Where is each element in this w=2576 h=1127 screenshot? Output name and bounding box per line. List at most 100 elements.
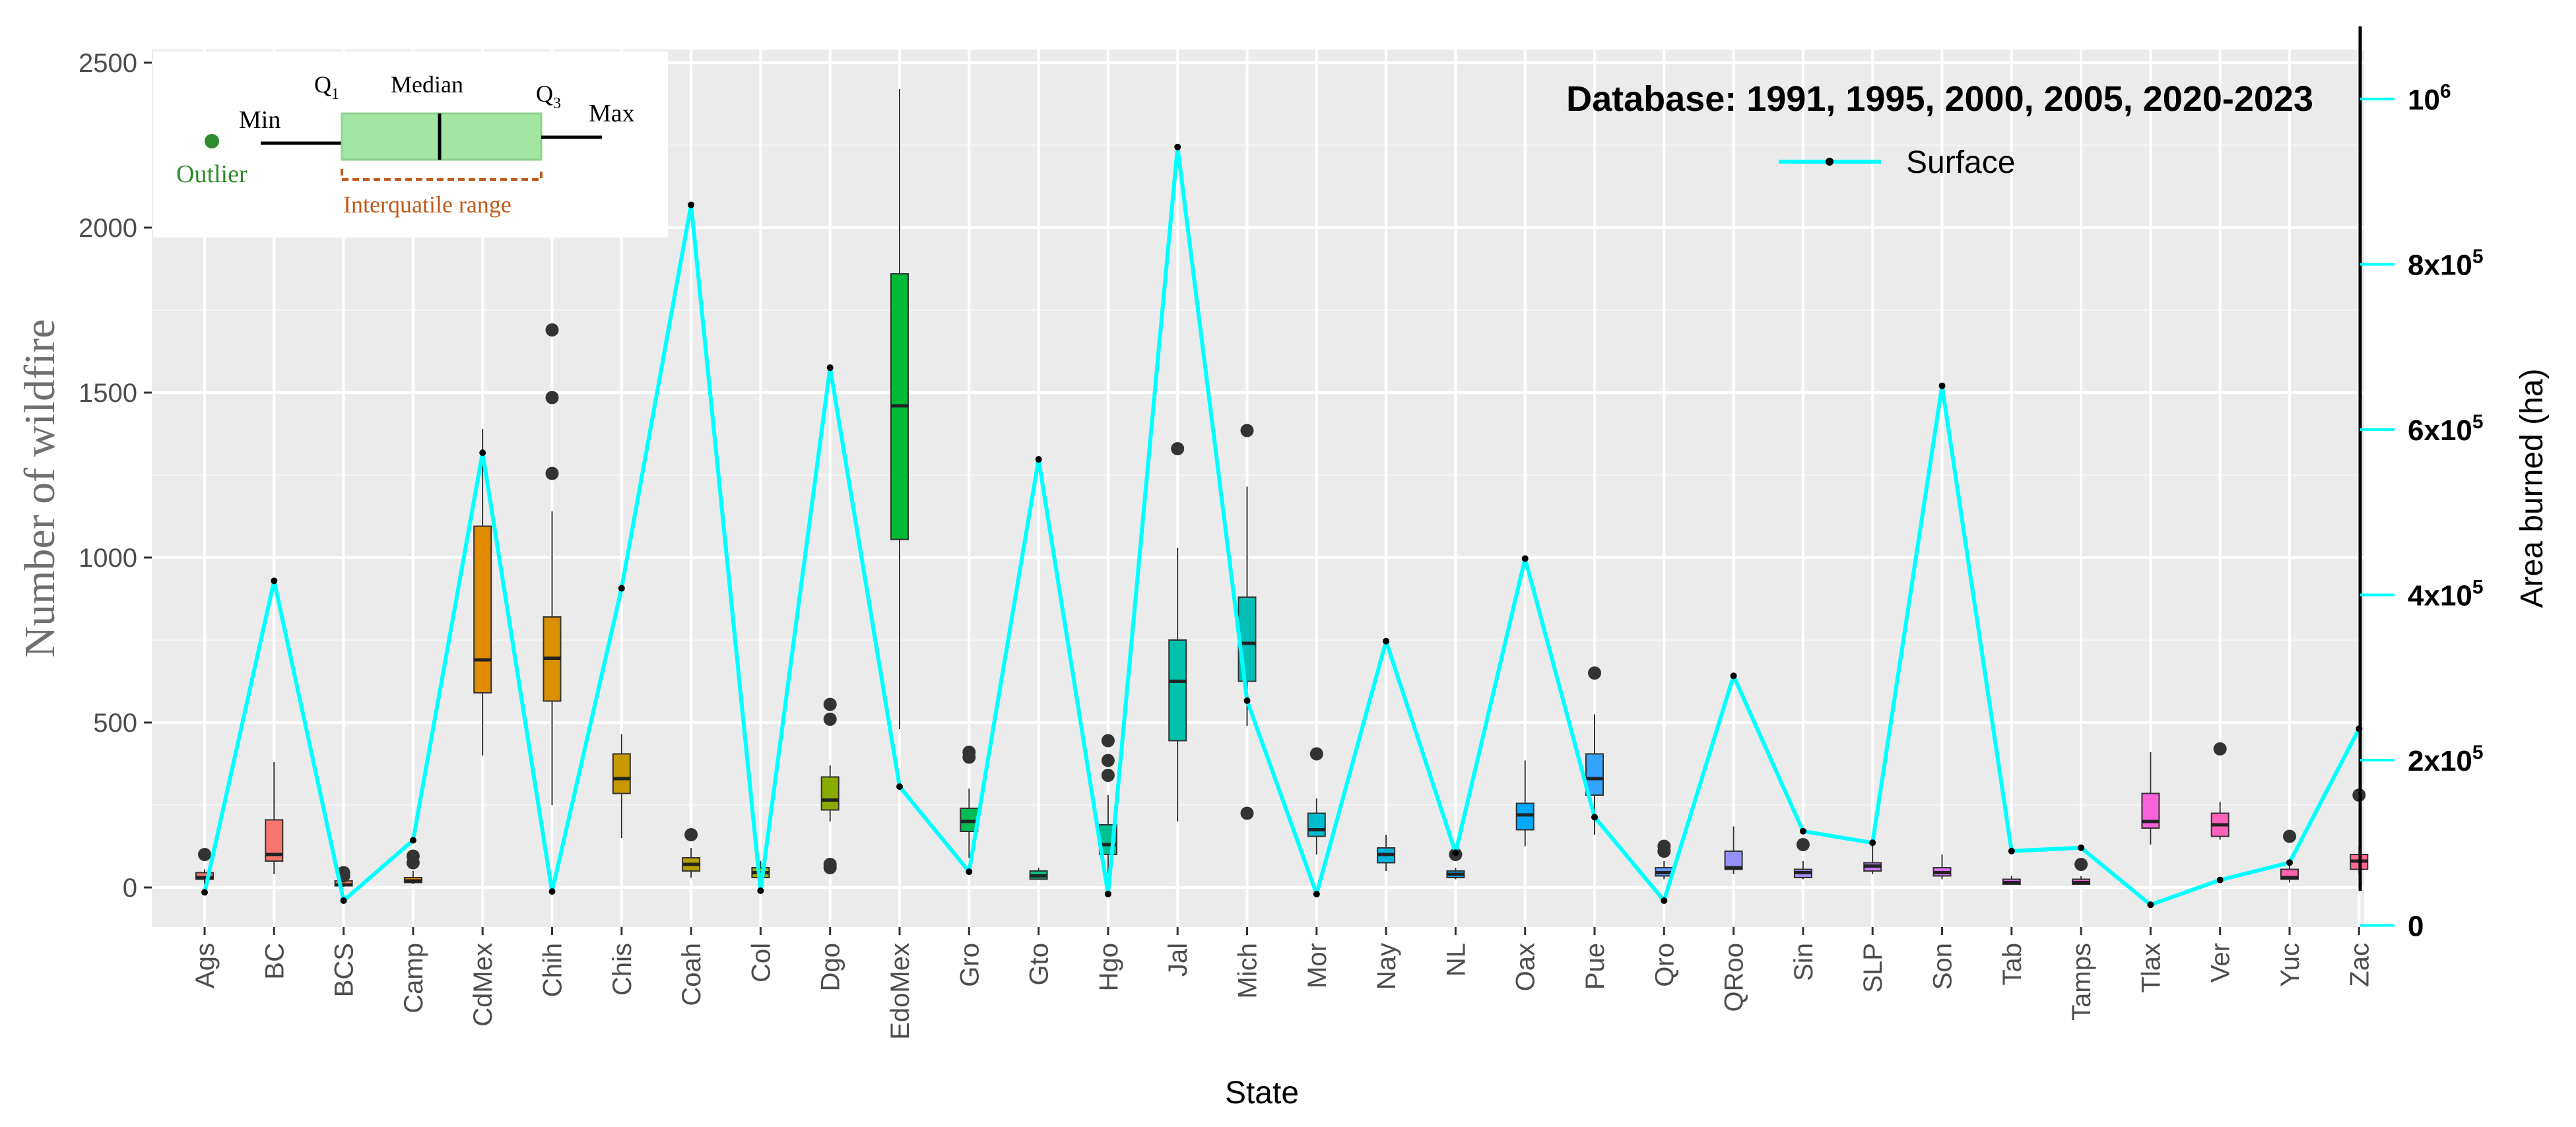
tick-label-x: Ags <box>191 943 220 988</box>
tick-label-left: 2000 <box>79 214 137 243</box>
tick-label-x: Camp <box>399 943 428 1014</box>
surface-point <box>1591 814 1598 821</box>
box-outlier <box>823 697 837 711</box>
box-QRoo <box>1724 826 1743 874</box>
tick-label-x: Jal <box>1164 943 1193 977</box>
box-Yuc <box>2280 829 2299 883</box>
surface-point <box>409 837 416 844</box>
tick-label-x: Oax <box>1511 943 1540 991</box>
inset-outlier-label: Outlier <box>176 160 248 188</box>
surface-point <box>1174 143 1181 150</box>
tick-label-x: Tamps <box>2067 943 2096 1021</box>
box-Oax <box>1515 760 1535 847</box>
surface-point <box>1869 839 1876 847</box>
inset-outlier-dot <box>205 134 219 148</box>
tick-label-x: Ver <box>2206 943 2235 982</box>
tick-label-right: 2x105 <box>2408 742 2484 777</box>
surface-point <box>2216 876 2224 884</box>
surface-point <box>1799 827 1806 835</box>
surface-point <box>618 585 625 592</box>
box-CdMex <box>473 429 492 756</box>
tick-label-x: Zac <box>2345 943 2374 987</box>
inset-iqr-label: Interquatile range <box>343 191 512 218</box>
box-Gro <box>960 746 979 858</box>
tick-label-right: 4x105 <box>2408 577 2484 612</box>
box-iqr <box>1168 639 1187 742</box>
box-Camp <box>403 849 422 884</box>
box-iqr <box>820 776 840 811</box>
tick-label-left: 500 <box>93 709 137 738</box>
box-outlier <box>1101 769 1115 782</box>
tick-label-x: Mor <box>1303 943 1332 988</box>
box-Coah <box>682 828 701 878</box>
y-axis-title-left: Number of wildfire <box>16 319 64 657</box>
surface-point <box>2008 847 2015 854</box>
box-outlier <box>1171 442 1185 455</box>
tick-label-x: Gro <box>955 943 984 987</box>
box-iqr <box>473 525 492 693</box>
box-Tamps <box>2072 858 2091 885</box>
right-y-axis: 0 2x105 4x105 6x105 8x105 106 <box>2358 26 2484 942</box>
box-outlier <box>1657 839 1671 853</box>
surface-point <box>896 783 903 790</box>
boxplot-inset-legend: Outlier Min Q1 Median Q3 Max Interquatil… <box>153 51 668 238</box>
surface-point <box>1521 555 1529 562</box>
box-Ver <box>2210 742 2229 840</box>
x-axis-title: State <box>1225 1076 1299 1111</box>
surface-point <box>1938 382 1946 389</box>
surface-point <box>548 888 556 895</box>
inset-median-label: Median <box>391 71 463 98</box>
surface-point <box>1730 672 1737 680</box>
tick-label-x: NL <box>1441 943 1470 977</box>
tick-label-x: Chis <box>608 943 637 996</box>
box-outlier <box>1796 838 1810 851</box>
surface-point <box>966 868 973 876</box>
tick-label-right: 8x105 <box>2408 246 2484 282</box>
surface-point <box>1243 697 1251 704</box>
box-outlier <box>1588 666 1601 680</box>
inset-max-label: Max <box>589 100 635 127</box>
box-Pue <box>1585 666 1604 835</box>
box-outlier <box>823 858 837 871</box>
box-outlier <box>1240 424 1254 437</box>
tick-label-right: 6x105 <box>2408 411 2484 447</box>
box-outlier <box>1240 806 1254 820</box>
tick-label-left: 0 <box>123 874 137 903</box>
tick-label-x: Tlax <box>2136 943 2165 993</box>
tick-label-x: Mich <box>1234 943 1263 998</box>
tick-label-left: 1000 <box>79 544 137 573</box>
box-SLP <box>1863 845 1882 874</box>
tick-label-x: Qro <box>1650 943 1679 987</box>
box-outlier <box>337 866 350 880</box>
box-Chih <box>543 323 562 805</box>
box-outlier <box>1101 754 1115 767</box>
surface-point <box>479 449 486 457</box>
series-legend: Surface <box>1779 145 2015 180</box>
box-Tlax <box>2141 752 2160 845</box>
box-Son <box>1932 854 1952 880</box>
inset-min-label: Min <box>239 106 281 134</box>
surface-point <box>340 897 347 904</box>
box-outlier <box>1309 747 1323 761</box>
box-outlier <box>198 848 211 861</box>
tick-label-x: BC <box>260 943 289 980</box>
tick-label-x: SLP <box>1859 943 1888 993</box>
surface-point <box>1383 637 1390 645</box>
inset-q1-label: Q1 <box>314 71 339 103</box>
surface-point <box>2147 901 2154 909</box>
box-outlier <box>823 713 837 726</box>
surface-point <box>826 364 834 371</box>
inset-iqr-box <box>341 112 543 161</box>
box-outlier <box>406 849 420 863</box>
tick-label-x: Sin <box>1789 943 1818 981</box>
box-outlier <box>1101 734 1115 748</box>
box-outlier <box>545 323 559 337</box>
tick-label-x: Gto <box>1025 943 1054 985</box>
surface-point <box>757 887 764 894</box>
box-outlier <box>962 746 976 759</box>
tick-label-left: 1500 <box>79 379 137 408</box>
box-Gto <box>1029 868 1048 880</box>
surface-point <box>2078 844 2085 851</box>
box-Tab <box>2002 876 2021 885</box>
